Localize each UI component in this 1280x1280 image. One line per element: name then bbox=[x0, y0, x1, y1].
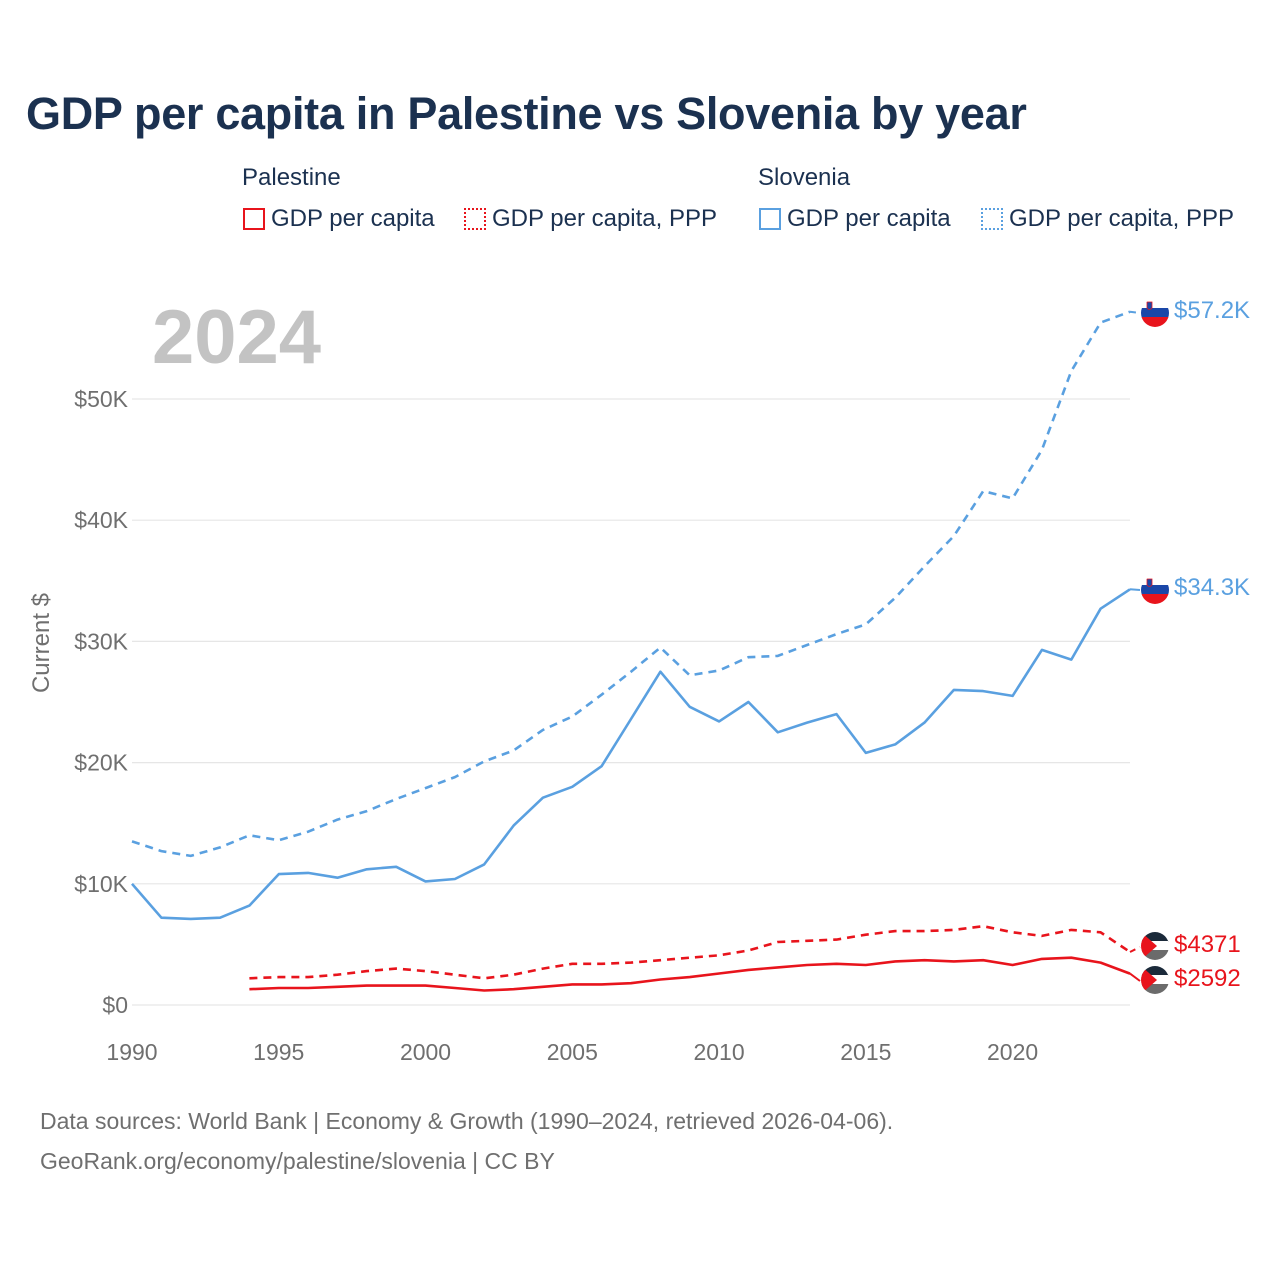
slovenia-flag-icon bbox=[1141, 576, 1169, 604]
series-line[interactable] bbox=[131, 310, 1131, 858]
x-tick-label: 2000 bbox=[400, 1039, 451, 1065]
chart-title: GDP per capita in Palestine vs Slovenia … bbox=[26, 88, 1027, 139]
legend-label: GDP per capita, PPP bbox=[492, 205, 717, 232]
x-axis-ticks: 1990 1995 2000 2005 2010 2015 2020 bbox=[106, 1039, 1038, 1065]
end-value-label: $4371 bbox=[1174, 931, 1241, 958]
y-tick-label: $50K bbox=[74, 386, 128, 412]
end-labels: $57.2K $34.3K $4371 $2592 bbox=[1174, 297, 1250, 992]
series-lines bbox=[131, 310, 1131, 992]
slovenia-flag-icon bbox=[1141, 299, 1169, 327]
legend-palestine-ppp[interactable]: GDP per capita, PPP bbox=[464, 204, 717, 234]
series-line[interactable] bbox=[249, 924, 1131, 980]
legend-swatch-dotted-red bbox=[464, 208, 486, 230]
palestine-flag-icon bbox=[1141, 966, 1169, 994]
legend-slovenia-gdp[interactable]: GDP per capita bbox=[759, 204, 951, 234]
legend-group-palestine: Palestine bbox=[242, 164, 341, 191]
x-tick-label: 2015 bbox=[840, 1039, 891, 1065]
y-tick-label: $20K bbox=[74, 750, 128, 776]
legend-label: GDP per capita bbox=[787, 205, 951, 232]
grid-lines bbox=[132, 398, 1130, 1006]
x-tick-label: 2005 bbox=[547, 1039, 598, 1065]
legend-swatch-solid-blue bbox=[759, 208, 781, 230]
legend-swatch-dotted-blue bbox=[981, 208, 1003, 230]
footer-sources: Data sources: World Bank | Economy & Gro… bbox=[40, 1108, 894, 1134]
series-line[interactable] bbox=[249, 956, 1131, 992]
end-value-label: $2592 bbox=[1174, 965, 1241, 992]
y-tick-label: $0 bbox=[102, 992, 128, 1018]
palestine-flag-icon bbox=[1141, 932, 1169, 960]
end-connector bbox=[1129, 946, 1141, 953]
year-watermark: 2024 bbox=[152, 295, 322, 380]
x-tick-label: 2020 bbox=[987, 1039, 1038, 1065]
legend-slovenia-ppp[interactable]: GDP per capita, PPP bbox=[981, 204, 1234, 234]
end-value-label: $57.2K bbox=[1174, 297, 1250, 324]
x-tick-label: 1990 bbox=[106, 1039, 157, 1065]
y-axis-ticks: $0 $10K $20K $30K $40K $50K bbox=[74, 386, 128, 1018]
y-tick-label: $30K bbox=[74, 628, 128, 654]
end-connector bbox=[1129, 588, 1141, 591]
legend-swatch-solid-red bbox=[243, 208, 265, 230]
legend-label: GDP per capita, PPP bbox=[1009, 205, 1234, 232]
legend-palestine-gdp[interactable]: GDP per capita bbox=[243, 204, 435, 234]
x-tick-label: 2010 bbox=[693, 1039, 744, 1065]
end-connector bbox=[1129, 310, 1141, 314]
footer-link[interactable]: GeoRank.org/economy/palestine/slovenia |… bbox=[40, 1148, 555, 1174]
y-tick-label: $40K bbox=[74, 507, 128, 533]
x-tick-label: 1995 bbox=[253, 1039, 304, 1065]
series-line[interactable] bbox=[131, 588, 1131, 921]
end-connectors bbox=[1129, 310, 1141, 982]
end-connector bbox=[1129, 972, 1141, 982]
y-tick-label: $10K bbox=[74, 871, 128, 897]
legend-group-slovenia: Slovenia bbox=[758, 164, 851, 191]
end-value-label: $34.3K bbox=[1174, 574, 1250, 601]
legend-label: GDP per capita bbox=[271, 205, 435, 232]
